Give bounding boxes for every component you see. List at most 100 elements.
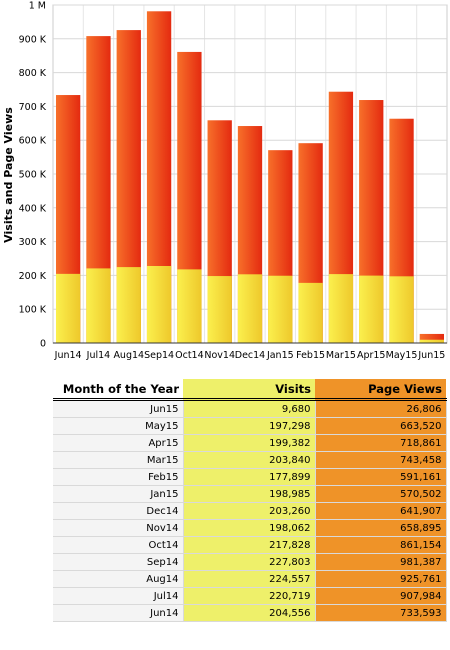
cell-visits: 203,840 (183, 451, 316, 469)
x-tick-label: Oct14 (175, 350, 204, 361)
table-row: Jul14 220,719 907,984 (53, 587, 447, 605)
table-row: Nov14 198,062 658,895 (53, 519, 447, 537)
bar-visits[interactable] (146, 266, 172, 343)
cell-month: Jun14 (53, 604, 184, 622)
x-tick-label: Jun15 (417, 350, 445, 361)
bar-visits[interactable] (86, 268, 111, 343)
bars (53, 11, 447, 344)
cell-page-views: 718,861 (315, 434, 447, 452)
y-tick-label: 0 (40, 339, 46, 350)
cell-month: Apr15 (53, 434, 184, 452)
x-tick-label: Jun14 (54, 350, 82, 361)
cell-visits: 197,298 (183, 417, 316, 435)
table-row: Jan15 198,985 570,502 (53, 485, 447, 503)
x-axis-ticks: Jun14 Jul14 Aug14 Sep14 Oct14 Nov14 Dec14 Jan15… (54, 350, 446, 361)
cell-month: May15 (53, 417, 184, 435)
y-tick-label: 400 K (19, 203, 47, 214)
table-row: May15 197,298 663,520 (53, 417, 447, 435)
header-page-views[interactable]: Page Views (315, 379, 446, 401)
table-row: Jun14 204,556 733,593 (53, 604, 447, 622)
bar-chart: 0 100 K 200 K 300 K 400 K 500 K 600 K 700 K 800 … (2, 1, 448, 361)
table-row: Feb15 177,899 591,161 (53, 468, 447, 486)
cell-page-views: 591,161 (315, 468, 447, 486)
y-tick-label: 700 K (19, 102, 47, 113)
cell-month: Sep14 (53, 553, 184, 571)
cell-visits: 198,985 (183, 485, 316, 503)
bar-visits[interactable] (328, 274, 354, 343)
bar-visits[interactable] (298, 282, 323, 343)
bar-visits[interactable] (177, 269, 202, 343)
bar-visits[interactable] (56, 273, 81, 343)
cell-page-views: 925,761 (315, 570, 447, 588)
cell-month: Aug14 (53, 570, 184, 588)
table-row: Sep14 227,803 981,387 (53, 553, 447, 571)
cell-page-views: 743,458 (315, 451, 447, 469)
cell-visits: 204,556 (183, 604, 316, 622)
cell-page-views: 907,984 (315, 587, 447, 605)
x-tick-label: Dec14 (235, 350, 265, 361)
cell-month: Jul14 (53, 587, 184, 605)
cell-page-views: 658,895 (315, 519, 447, 537)
x-tick-label: Aug14 (113, 350, 144, 361)
y-tick-label: 200 K (19, 271, 47, 282)
cell-month: Mar15 (53, 451, 184, 469)
cell-visits: 224,557 (183, 570, 316, 588)
x-tick-label: Jan15 (266, 350, 294, 361)
bar-visits[interactable] (207, 276, 232, 343)
cell-visits: 9,680 (183, 399, 316, 418)
y-tick-label: 900 K (19, 34, 47, 45)
cell-visits: 227,803 (183, 553, 316, 571)
cell-page-views: 733,593 (315, 604, 447, 622)
y-tick-label: 600 K (19, 136, 47, 147)
y-axis-ticks: 0 100 K 200 K 300 K 400 K 500 K 600 K 700 K 800 … (19, 1, 47, 350)
cell-month: Jun15 (53, 399, 184, 418)
x-tick-label: Sep14 (144, 350, 174, 361)
y-tick-label: 100 K (19, 305, 47, 316)
cell-month: Feb15 (53, 468, 184, 486)
bar-visits[interactable] (237, 274, 263, 343)
cell-visits: 217,828 (183, 536, 316, 554)
bar-visits[interactable] (359, 275, 384, 343)
cell-visits: 177,899 (183, 468, 316, 486)
y-tick-label: 300 K (19, 237, 47, 248)
stats-table: Month of the Year Visits Page Views Jun1… (53, 379, 447, 622)
table-row: Aug14 224,557 925,761 (53, 570, 447, 588)
bar-visits[interactable] (268, 275, 293, 343)
x-tick-label: Feb15 (296, 350, 325, 361)
cell-page-views: 26,806 (315, 399, 447, 418)
cell-page-views: 641,907 (315, 502, 447, 520)
cell-page-views: 861,154 (315, 536, 447, 554)
cell-visits: 203,260 (183, 502, 316, 520)
cell-visits: 198,062 (183, 519, 316, 537)
cell-visits: 199,382 (183, 434, 316, 452)
cell-page-views: 663,520 (315, 417, 447, 435)
y-tick-label: 1 M (29, 1, 46, 12)
y-tick-label: 800 K (19, 68, 47, 79)
header-visits[interactable]: Visits (183, 379, 315, 401)
table-row: Mar15 203,840 743,458 (53, 451, 447, 469)
bar-visits[interactable] (389, 276, 414, 343)
bar-visits[interactable] (419, 339, 444, 343)
table-header-row: Month of the Year Visits Page Views (53, 379, 446, 401)
y-tick-label: 500 K (19, 170, 47, 181)
x-tick-label: May15 (386, 350, 418, 361)
bar-visits[interactable] (116, 267, 141, 343)
cell-page-views: 981,387 (315, 553, 447, 571)
cell-month: Jan15 (53, 485, 184, 503)
cell-page-views: 570,502 (315, 485, 447, 503)
cell-month: Dec14 (53, 502, 184, 520)
cell-visits: 220,719 (183, 587, 316, 605)
x-tick-label: Apr15 (357, 350, 386, 361)
header-month[interactable]: Month of the Year (53, 379, 183, 401)
table-row: Dec14 203,260 641,907 (53, 502, 447, 520)
bar-page-views[interactable] (419, 333, 444, 343)
y-axis-label: Visits and Page Views (2, 107, 15, 243)
x-tick-label: Mar15 (326, 350, 356, 361)
x-tick-label: Jul14 (86, 350, 111, 361)
table-row: Oct14 217,828 861,154 (53, 536, 447, 554)
x-tick-label: Nov14 (204, 350, 235, 361)
table-row: Apr15 199,382 718,861 (53, 434, 447, 452)
cell-month: Oct14 (53, 536, 184, 554)
cell-month: Nov14 (53, 519, 184, 537)
stats-table-container: Month of the Year Visits Page Views Jun1… (53, 379, 447, 622)
